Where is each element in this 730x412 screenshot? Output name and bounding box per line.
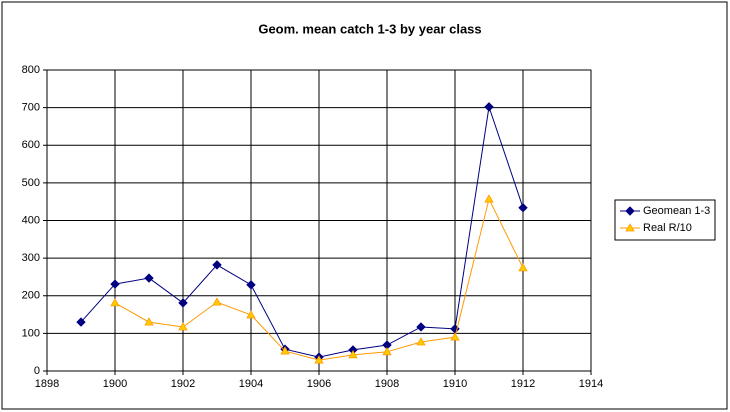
- marker: [110, 279, 120, 289]
- legend-label: Geomean 1-3: [643, 205, 710, 217]
- x-tick-label: 1906: [307, 378, 331, 390]
- marker: [484, 194, 494, 203]
- y-tick-label: 700: [22, 102, 40, 114]
- marker: [144, 317, 154, 326]
- marker: [110, 298, 120, 307]
- marker: [178, 322, 188, 331]
- legend-box: [614, 199, 716, 241]
- marker: [518, 203, 528, 213]
- marker: [314, 355, 324, 364]
- marker: [246, 310, 256, 319]
- marker: [416, 337, 426, 346]
- x-tick-label: 1914: [579, 378, 603, 390]
- y-tick-label: 100: [22, 327, 40, 339]
- x-tick-label: 1898: [35, 378, 59, 390]
- x-tick-label: 1910: [443, 378, 467, 390]
- marker: [484, 102, 494, 112]
- marker: [212, 297, 222, 306]
- y-tick-label: 600: [22, 139, 40, 151]
- marker: [178, 298, 188, 308]
- marker: [518, 263, 528, 272]
- marker: [144, 273, 154, 283]
- chart-title: Geom. mean catch 1-3 by year class: [258, 21, 481, 36]
- series-line: [80, 106, 524, 358]
- y-tick-label: 200: [22, 290, 40, 302]
- x-tick-label: 1900: [103, 378, 127, 390]
- marker: [212, 260, 222, 270]
- y-tick-label: 400: [22, 214, 40, 226]
- marker: [450, 332, 460, 341]
- x-tick-label: 1904: [239, 378, 263, 390]
- y-tick-label: 500: [22, 177, 40, 189]
- legend-marker: [625, 223, 635, 232]
- marker: [382, 347, 392, 356]
- x-tick-label: 1912: [511, 378, 535, 390]
- x-tick-label: 1908: [375, 378, 399, 390]
- marker: [76, 317, 86, 327]
- marker: [348, 350, 358, 359]
- legend-label: Real R/10: [643, 222, 692, 234]
- y-tick-label: 800: [22, 64, 40, 76]
- x-tick-label: 1902: [171, 378, 195, 390]
- marker: [246, 280, 256, 290]
- marker: [416, 322, 426, 332]
- legend-marker: [625, 206, 635, 216]
- y-tick-label: 0: [34, 365, 40, 377]
- y-tick-label: 300: [22, 252, 40, 264]
- marker: [280, 346, 290, 355]
